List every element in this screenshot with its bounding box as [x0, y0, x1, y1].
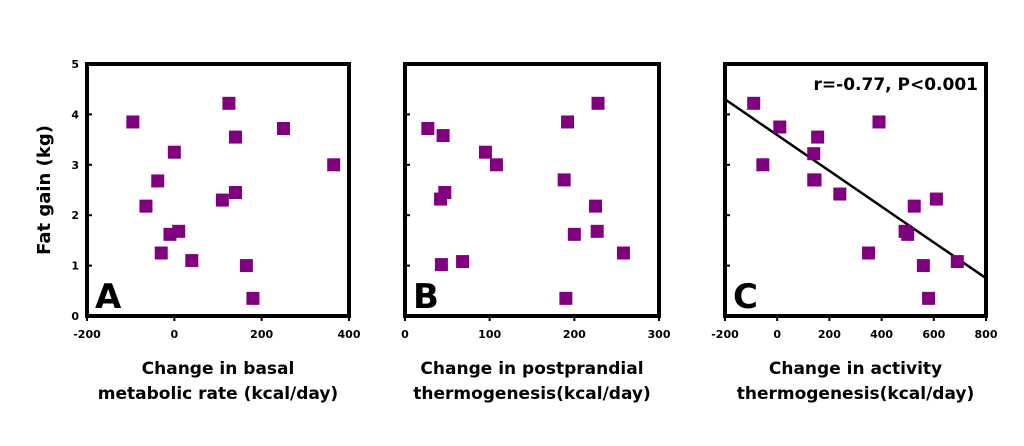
data-point [489, 158, 503, 172]
data-point [456, 255, 470, 269]
data-point [567, 227, 581, 241]
x-tick-label: 0 [401, 328, 409, 341]
data-point [151, 174, 165, 188]
data-point [246, 291, 260, 305]
panel-b: 0 100 200 300 B Change in postprandial thermog… [401, 62, 671, 404]
data-point [756, 158, 770, 172]
data-point [434, 258, 448, 272]
data-point [228, 186, 242, 200]
x-tick-label: 200 [250, 328, 273, 341]
y-tick-label: 5 [71, 58, 79, 71]
x-tick-label: 400 [870, 328, 893, 341]
x-axis-label: Change in postprandial [420, 359, 643, 379]
stat-annotation: r=-0.77, P<0.001 [814, 75, 978, 95]
data-point [222, 96, 236, 110]
data-point [557, 173, 571, 187]
data-point [901, 227, 915, 241]
x-tick-label: 100 [478, 328, 501, 341]
x-axis-label: thermogenesis(kcal/day) [737, 384, 975, 404]
data-point [167, 145, 181, 159]
data-point [833, 187, 847, 201]
data-point [589, 199, 602, 213]
x-axis-label: Change in basal [142, 359, 295, 379]
x-tick-label: -200 [73, 328, 101, 341]
data-point [807, 147, 821, 161]
x-tick-label: -200 [711, 328, 739, 341]
data-point [922, 291, 936, 305]
plot-frame [403, 62, 661, 318]
data-point [590, 224, 604, 238]
data-point [478, 145, 492, 159]
data-point [185, 254, 199, 268]
data-point [215, 193, 229, 207]
data-point [421, 122, 435, 136]
data-point [172, 224, 186, 238]
y-tick-label: 1 [71, 260, 79, 273]
plot-frame [723, 62, 988, 318]
data-point [950, 255, 964, 269]
panel-a: -200 0 200 400 0 1 2 3 4 5 A Change in basal metabol… [71, 58, 360, 404]
y-tick-label: 4 [71, 108, 79, 121]
data-point [239, 259, 253, 273]
data-point [591, 96, 605, 110]
regression-line [725, 98, 986, 280]
x-tick-label: 300 [648, 328, 671, 341]
data-point [277, 122, 290, 136]
data-point [139, 199, 153, 213]
data-point [126, 115, 140, 129]
data-point [559, 291, 573, 305]
x-tick-label: 0 [171, 328, 179, 341]
x-axis-label: thermogenesis(kcal/day) [413, 384, 651, 404]
x-tick-label: 200 [563, 328, 586, 341]
data-point [916, 259, 930, 273]
data-point [773, 120, 787, 134]
panel-letter: B [413, 277, 439, 317]
plot-frame [85, 62, 351, 318]
data-point [929, 192, 943, 206]
data-point [327, 158, 341, 172]
x-tick-label: 600 [922, 328, 945, 341]
shared-y-axis-label: Fat gain (kg) [34, 125, 55, 255]
data-point [747, 96, 761, 110]
data-point [811, 130, 825, 144]
data-point [154, 246, 168, 260]
data-point [561, 115, 575, 129]
x-axis-label: metabolic rate (kcal/day) [98, 384, 338, 404]
panels: -200 0 200 400 0 1 2 3 4 5 A Change in basal metabol… [71, 58, 997, 404]
panel-letter: A [95, 277, 122, 317]
panel-letter: C [733, 277, 758, 317]
data-point [616, 246, 630, 260]
y-tick-label: 0 [71, 310, 79, 323]
y-tick-label: 3 [71, 159, 79, 172]
data-point [862, 246, 876, 260]
x-tick-label: 200 [818, 328, 841, 341]
data-point [228, 130, 242, 144]
x-tick-label: 0 [773, 328, 781, 341]
data-point [436, 129, 450, 143]
data-point [438, 186, 452, 200]
x-axis-label: Change in activity [769, 359, 942, 379]
x-tick-label: 400 [338, 328, 361, 341]
y-tick-label: 2 [71, 209, 79, 222]
data-point [872, 115, 886, 129]
data-point [907, 199, 921, 213]
x-tick-label: 800 [975, 328, 998, 341]
panel-c: -200 0 200 400 600 800 Cr=-0.77, P<0.001 Change… [711, 62, 998, 404]
data-point [807, 173, 821, 187]
